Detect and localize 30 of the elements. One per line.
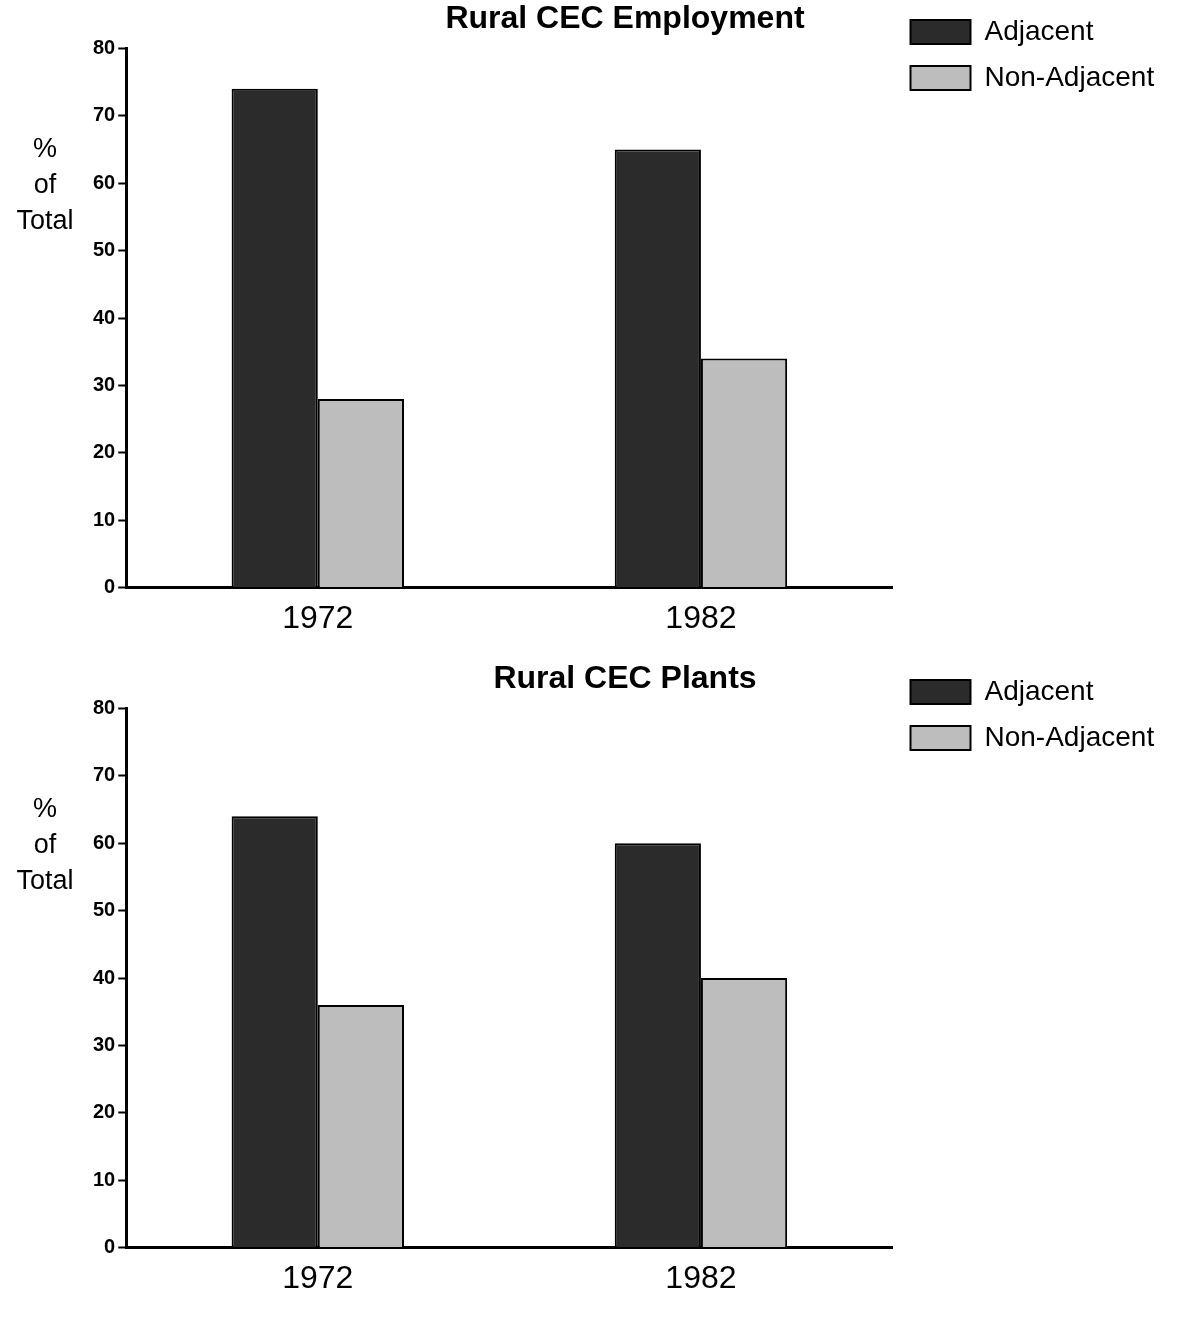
y-tick-label: 80 bbox=[93, 695, 116, 718]
x-tick-label: 1972 bbox=[282, 598, 354, 635]
legend-label: Adjacent bbox=[984, 674, 1094, 706]
y-tick-label: 10 bbox=[93, 1167, 116, 1190]
y-axis-title: % of Total bbox=[15, 792, 75, 897]
legend-label: Non-Adjacent bbox=[984, 60, 1155, 92]
y-tick-label: 0 bbox=[104, 1235, 116, 1258]
y-tick-label: 0 bbox=[104, 575, 116, 598]
y-tick-label: 20 bbox=[93, 440, 116, 463]
y-tick-label: 60 bbox=[93, 830, 116, 853]
legend-label: Non-Adjacent bbox=[984, 720, 1155, 752]
legend-label: Adjacent bbox=[984, 14, 1094, 46]
y-tick-label: 30 bbox=[93, 1032, 116, 1055]
y-tick-label: 20 bbox=[93, 1100, 116, 1123]
y-tick-label: 60 bbox=[93, 170, 116, 193]
x-tick-label: 1972 bbox=[282, 1258, 354, 1295]
y-tick-label: 70 bbox=[93, 763, 116, 786]
y-axis-title: % of Total bbox=[15, 132, 75, 237]
y-tick-label: 30 bbox=[93, 372, 116, 395]
chart-title: Rural CEC Employment bbox=[445, 0, 805, 36]
y-tick-label: 70 bbox=[93, 103, 116, 126]
y-tick-label: 50 bbox=[93, 898, 116, 921]
y-tick-label: 10 bbox=[93, 507, 116, 530]
y-tick-label: 40 bbox=[93, 965, 116, 988]
y-tick-label: 80 bbox=[93, 35, 116, 58]
x-tick-label: 1982 bbox=[665, 598, 737, 635]
y-tick-label: 50 bbox=[93, 238, 116, 261]
x-tick-label: 1982 bbox=[665, 1258, 737, 1295]
y-tick-label: 40 bbox=[93, 305, 116, 328]
chart-title: Rural CEC Plants bbox=[493, 659, 757, 696]
